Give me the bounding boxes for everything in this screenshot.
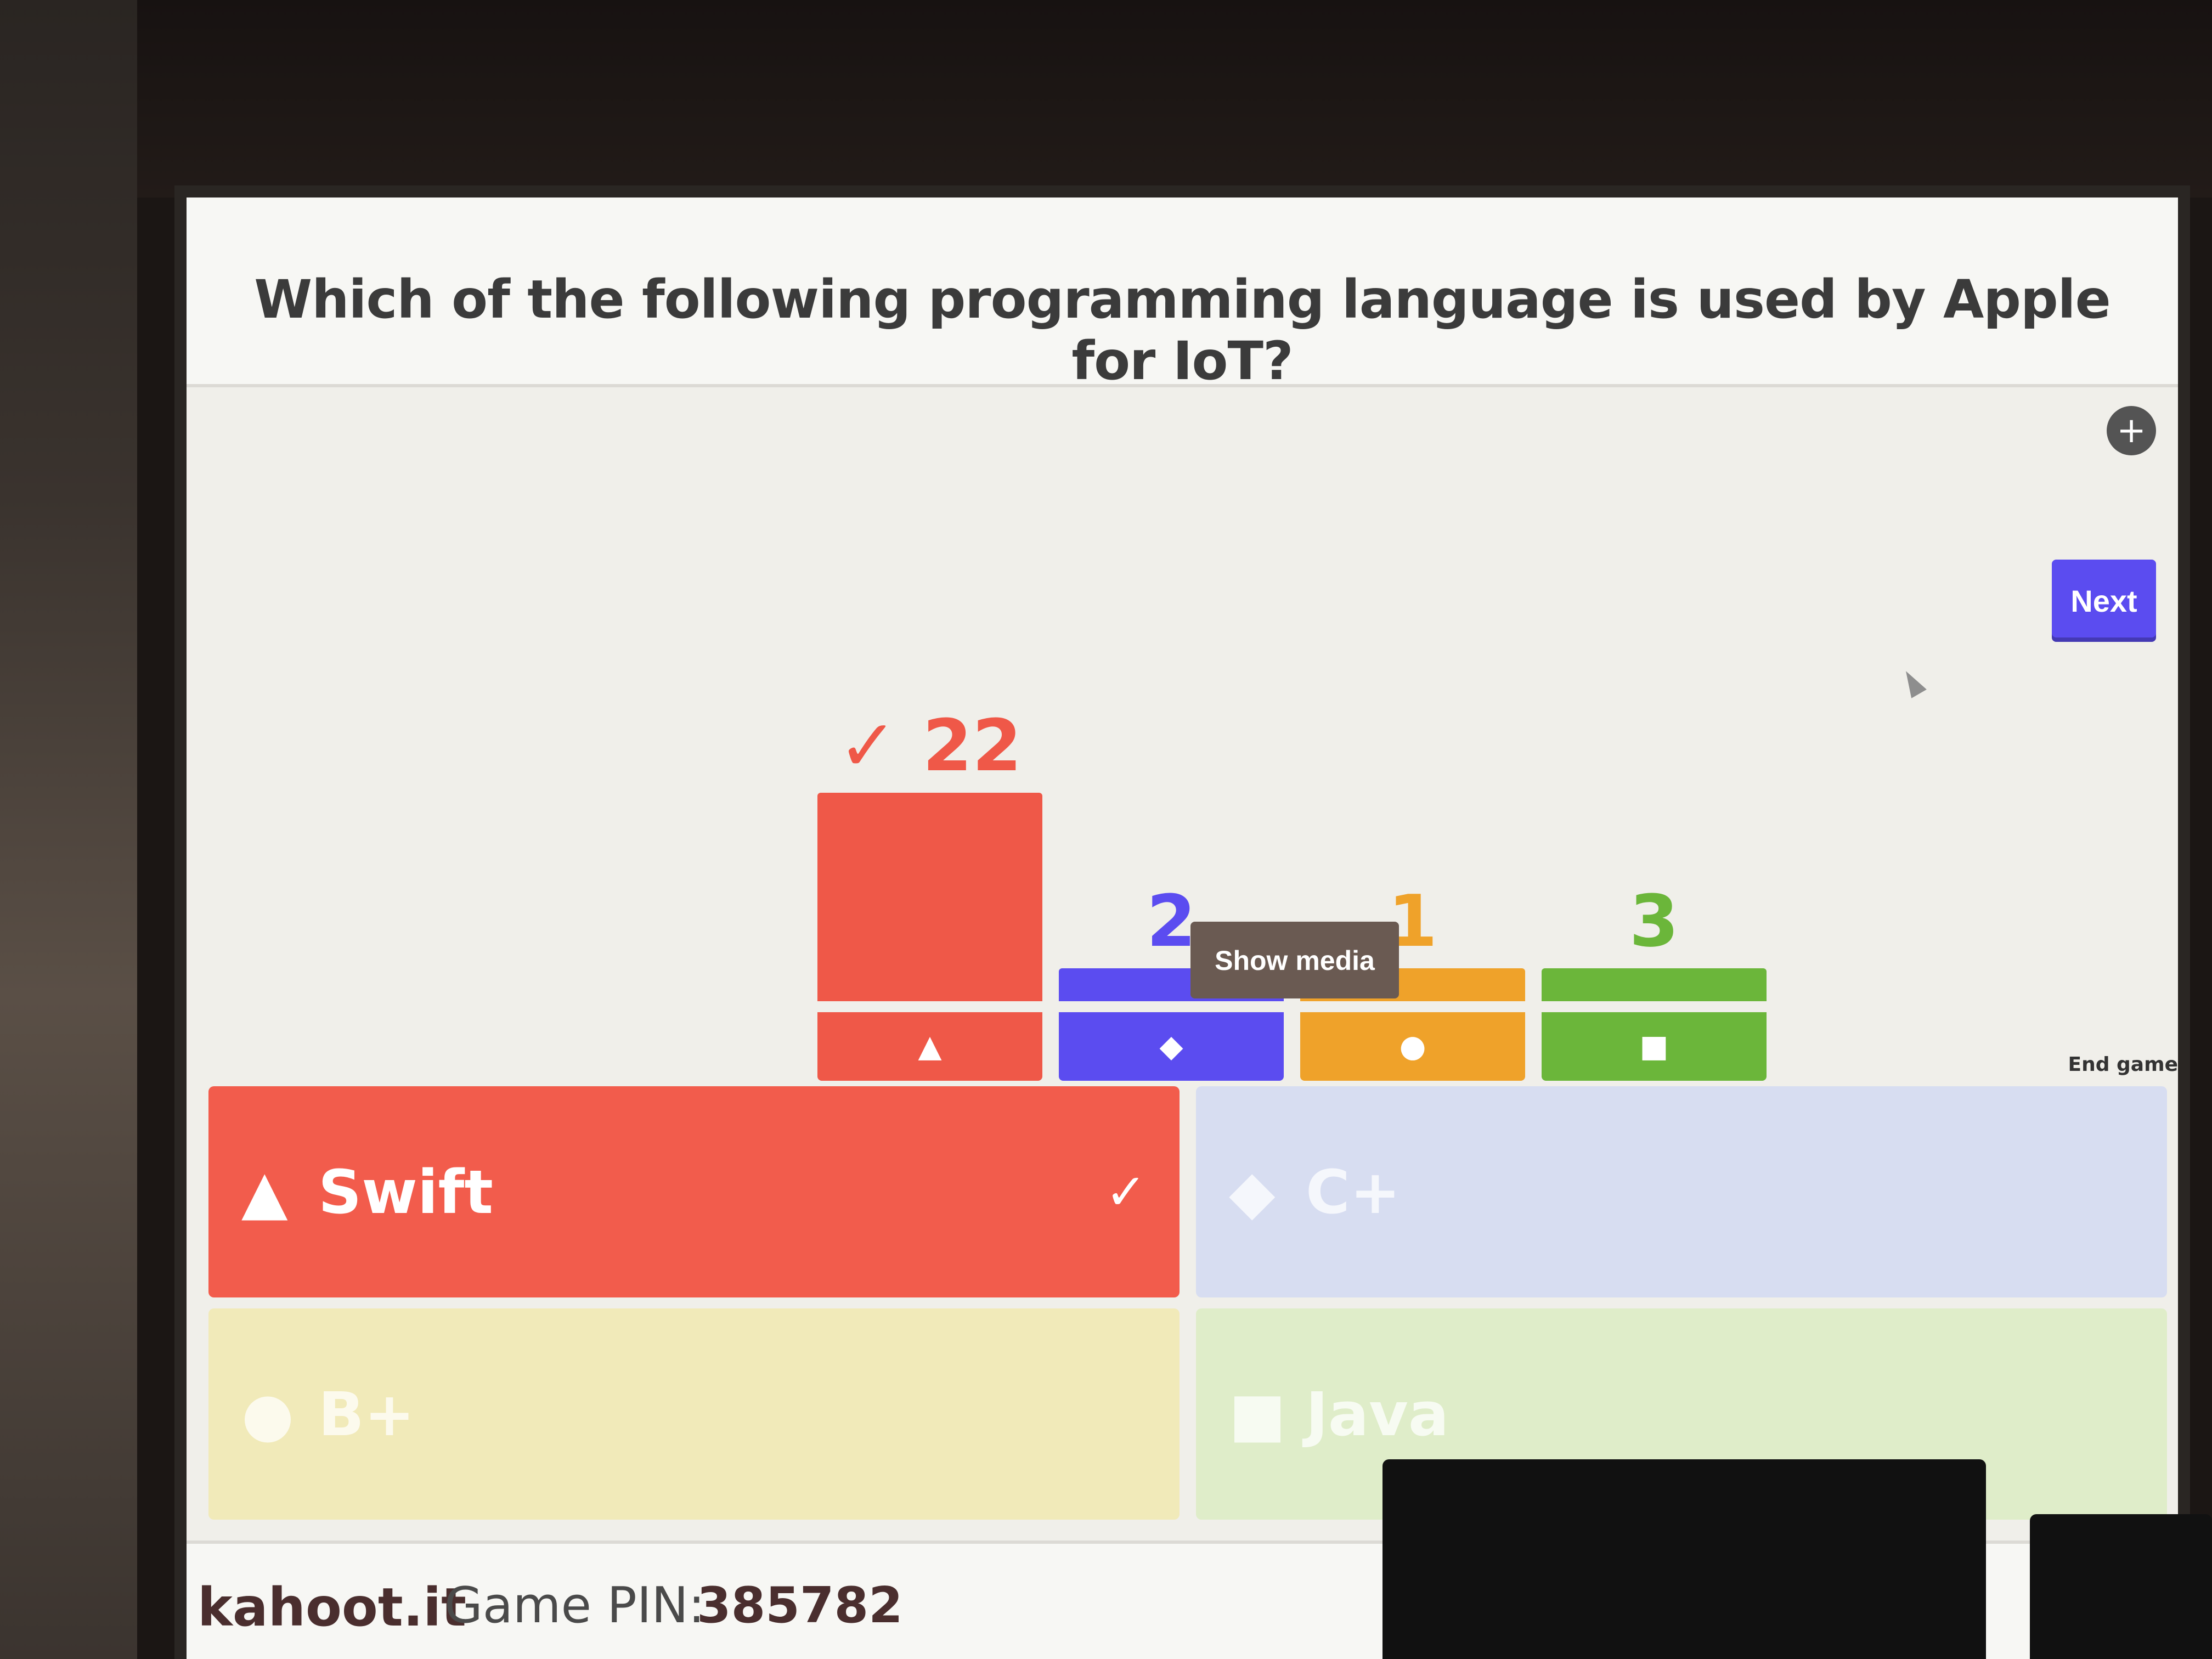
show-media-button[interactable]: Show media xyxy=(1190,922,1399,998)
bar-column: ✓ 22 ▲ xyxy=(817,705,1042,1081)
triangle-icon: ▲ xyxy=(241,1157,288,1227)
answer-label: Swift xyxy=(318,1157,493,1227)
bar-shape-base: ● xyxy=(1300,1012,1525,1081)
square-icon: ■ xyxy=(1229,1379,1286,1449)
game-pin-value: 385782 xyxy=(697,1577,903,1634)
game-pin-label: Game PIN: xyxy=(444,1577,705,1634)
answer-label: C+ xyxy=(1306,1157,1401,1227)
answer-3: ● B+ xyxy=(208,1308,1180,1520)
bar-shape-base: ▲ xyxy=(817,1012,1042,1081)
answer-label: Java xyxy=(1306,1379,1449,1449)
presentation-screen: Which of the following programming langu… xyxy=(187,198,2178,1659)
mouse-cursor-icon xyxy=(1898,667,1927,698)
question-title: Which of the following programming langu… xyxy=(252,269,2112,392)
question-header: Which of the following programming langu… xyxy=(187,198,2178,387)
bar-column: 3■ xyxy=(1542,881,1767,1081)
bar-count-label: 3 xyxy=(1542,879,1767,963)
end-game-link[interactable]: End game xyxy=(2068,1053,2178,1076)
next-button[interactable]: Next xyxy=(2052,560,2156,642)
bar-shape-base: ◆ xyxy=(1059,1012,1284,1081)
room-wall xyxy=(0,0,137,1659)
room-background xyxy=(0,0,2212,198)
bar-count-label: ✓ 22 xyxy=(817,704,1042,787)
circle-icon: ● xyxy=(241,1379,294,1449)
foreground-monitor xyxy=(1383,1459,1986,1659)
diamond-icon: ◆ xyxy=(1229,1157,1276,1227)
foreground-monitor xyxy=(2030,1514,2212,1659)
check-icon: ✓ xyxy=(1105,1163,1147,1221)
add-icon[interactable]: + xyxy=(2107,406,2156,455)
answers-grid: ▲ Swift ✓ ◆ C+ ● B+ ■ Java xyxy=(208,1086,2167,1520)
kahoot-brand: kahoot.it xyxy=(198,1577,466,1638)
answer-label: B+ xyxy=(318,1379,415,1449)
answer-2: ◆ C+ xyxy=(1196,1086,2167,1297)
bar-shape-base: ■ xyxy=(1542,1012,1767,1081)
bar xyxy=(817,793,1042,1001)
answer-1: ▲ Swift ✓ xyxy=(208,1086,1180,1297)
bar xyxy=(1542,968,1767,1001)
